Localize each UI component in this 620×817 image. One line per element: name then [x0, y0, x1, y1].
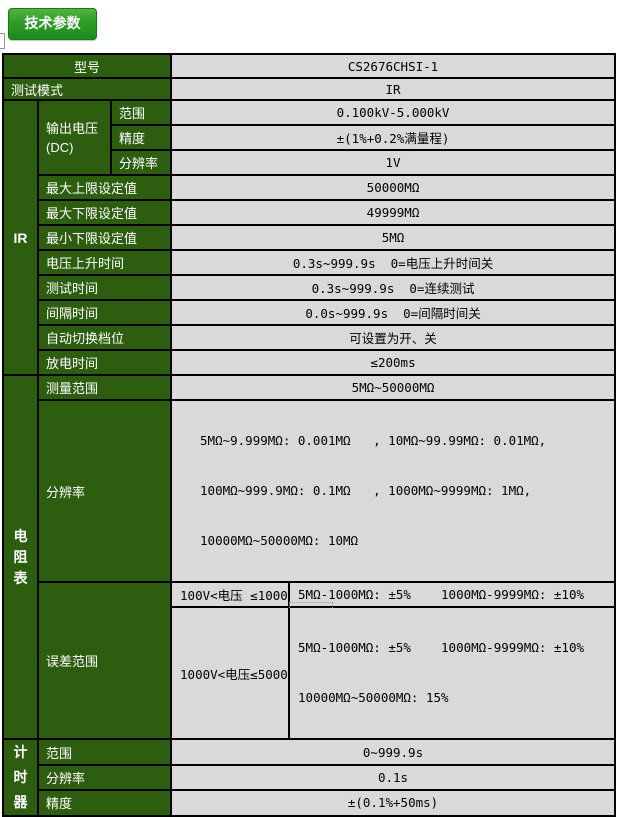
- group-resistance-char3: 表: [13, 569, 28, 586]
- row-output-voltage-accuracy: 精度 ±(1%+0.2%满量程): [3, 124, 616, 151]
- group-resistance-char2: 阻: [13, 548, 28, 565]
- row-interval-time: 间隔时间 0.0s~999.9s 0=间隔时间关: [3, 299, 616, 326]
- error-condition-2: 1000V<电压≤5000V: [170, 606, 291, 740]
- error-value-2-line2: 10000MΩ~50000MΩ: 15%: [298, 690, 449, 705]
- min-lower-limit-value: 5MΩ: [170, 224, 616, 251]
- group-resistance-char1: 电: [13, 527, 28, 544]
- row-measure-range: 电 阻 表 测量范围 5MΩ~50000MΩ: [2, 374, 616, 740]
- timer-range-value: 0~999.9s: [170, 737, 616, 767]
- ov-accuracy-value: ±(1%+0.2%满量程): [170, 124, 616, 151]
- spec-table: 型号 CS2676CHSI-1 测试模式 IR IR 输出电压 (DC) 范围 …: [1, 53, 616, 817]
- timer-accuracy-label: 精度: [36, 788, 173, 817]
- interval-time-value: 0.0s~999.9s 0=间隔时间关: [170, 299, 616, 326]
- group-timer-char2: 时: [13, 769, 28, 785]
- row-timer-resolution: 分辨率 0.1s: [3, 764, 616, 791]
- max-upper-limit-value: 50000MΩ: [170, 174, 616, 201]
- selection-handle-bottom[interactable]: [289, 602, 333, 608]
- auto-range-switch-value: 可设置为开、关: [170, 324, 616, 351]
- row-timer-accuracy: 精度 ±(0.1%+50ms): [3, 788, 616, 817]
- row-resistance-resolution: 分辨率 5MΩ~9.999MΩ: 0.001MΩ , 10MΩ~99.99MΩ:…: [3, 399, 616, 583]
- timer-resolution-value: 0.1s: [170, 764, 616, 791]
- test-mode-value: IR: [170, 77, 616, 101]
- timer-resolution-label: 分辨率: [36, 764, 173, 791]
- row-model: 型号 CS2676CHSI-1: [1, 53, 616, 79]
- output-voltage-label-line2: (DC): [46, 139, 74, 155]
- selection-handle-left[interactable]: [0, 33, 5, 49]
- resolution-line-3: 10000MΩ~50000MΩ: 10MΩ: [200, 533, 359, 548]
- test-time-label: 测试时间: [36, 274, 173, 301]
- test-mode-label: 测试模式: [1, 77, 173, 101]
- ov-range-label: 范围: [109, 99, 173, 126]
- ov-resolution-value: 1V: [170, 149, 616, 176]
- row-max-upper-limit: 最大上限设定值 50000MΩ: [3, 174, 616, 201]
- max-lower-limit-value: 49999MΩ: [170, 199, 616, 226]
- output-voltage-label-line1: 输出电压: [46, 120, 99, 136]
- max-upper-limit-label: 最大上限设定值: [36, 174, 173, 201]
- group-timer-char1: 计: [13, 744, 28, 760]
- auto-range-switch-label: 自动切换档位: [36, 324, 173, 351]
- measure-range-label: 测量范围: [36, 374, 173, 401]
- error-range-label: 误差范围: [36, 581, 173, 740]
- discharge-time-label: 放电时间: [36, 349, 173, 376]
- test-time-value: 0.3s~999.9s 0=连续测试: [170, 274, 616, 301]
- group-timer-char3: 器: [13, 794, 28, 810]
- resistance-resolution-value: 5MΩ~9.999MΩ: 0.001MΩ , 10MΩ~99.99MΩ: 0.0…: [170, 399, 616, 583]
- output-voltage-label: 输出电压 (DC): [37, 99, 112, 176]
- group-timer-label: 计 时 器: [2, 738, 39, 817]
- min-lower-limit-label: 最小下限设定值: [36, 224, 173, 251]
- row-timer-range: 计 时 器 范围 0~999.9s: [2, 737, 616, 817]
- row-voltage-rise-time: 电压上升时间 0.3s~999.9s 0=电压上升时间关: [3, 249, 616, 276]
- group-resistance-label: 电 阻 表: [2, 374, 39, 740]
- voltage-rise-time-label: 电压上升时间: [36, 249, 173, 276]
- tech-params-button[interactable]: 技术参数: [8, 8, 97, 40]
- ov-range-value: 0.100kV-5.000kV: [170, 99, 616, 126]
- model-label: 型号: [1, 53, 173, 79]
- resolution-line-1: 5MΩ~9.999MΩ: 0.001MΩ , 10MΩ~99.99MΩ: 0.0…: [200, 433, 547, 448]
- error-value-2: 5MΩ-1000MΩ: ±5% 1000MΩ-9999MΩ: ±10% 1000…: [288, 606, 616, 740]
- model-value: CS2676CHSI-1: [170, 53, 616, 79]
- row-discharge-time: 放电时间 ≤200ms: [3, 349, 616, 376]
- timer-accuracy-value: ±(0.1%+50ms): [170, 788, 616, 817]
- measure-range-value: 5MΩ~50000MΩ: [170, 374, 616, 401]
- row-max-lower-limit: 最大下限设定值 49999MΩ: [3, 199, 616, 226]
- ov-accuracy-label: 精度: [109, 124, 173, 151]
- resistance-resolution-label: 分辨率: [36, 399, 173, 583]
- row-output-voltage-resolution: 分辨率 1V: [3, 149, 616, 176]
- voltage-rise-time-value: 0.3s~999.9s 0=电压上升时间关: [170, 249, 616, 276]
- group-ir-label: IR: [2, 99, 39, 376]
- discharge-time-value: ≤200ms: [170, 349, 616, 376]
- row-min-lower-limit: 最小下限设定值 5MΩ: [3, 224, 616, 251]
- row-output-voltage-range: IR 输出电压 (DC) 范围 0.100kV-5.000kV: [2, 99, 616, 376]
- row-test-mode: 测试模式 IR: [1, 77, 616, 101]
- max-lower-limit-label: 最大下限设定值: [36, 199, 173, 226]
- resolution-line-2: 100MΩ~999.9MΩ: 0.1MΩ , 1000MΩ~9999MΩ: 1M…: [200, 483, 532, 498]
- row-auto-range-switch: 自动切换档位 可设置为开、关: [3, 324, 616, 351]
- error-value-2-line1: 5MΩ-1000MΩ: ±5% 1000MΩ-9999MΩ: ±10%: [298, 640, 585, 655]
- error-value-1: 5MΩ-1000MΩ: ±5% 1000MΩ-9999MΩ: ±10%: [288, 581, 616, 608]
- interval-time-label: 间隔时间: [36, 299, 173, 326]
- timer-range-label: 范围: [36, 737, 173, 767]
- row-test-time: 测试时间 0.3s~999.9s 0=连续测试: [3, 274, 616, 301]
- error-condition-1: 100V<电压 ≤1000V: [170, 581, 291, 608]
- ov-resolution-label: 分辨率: [109, 149, 173, 176]
